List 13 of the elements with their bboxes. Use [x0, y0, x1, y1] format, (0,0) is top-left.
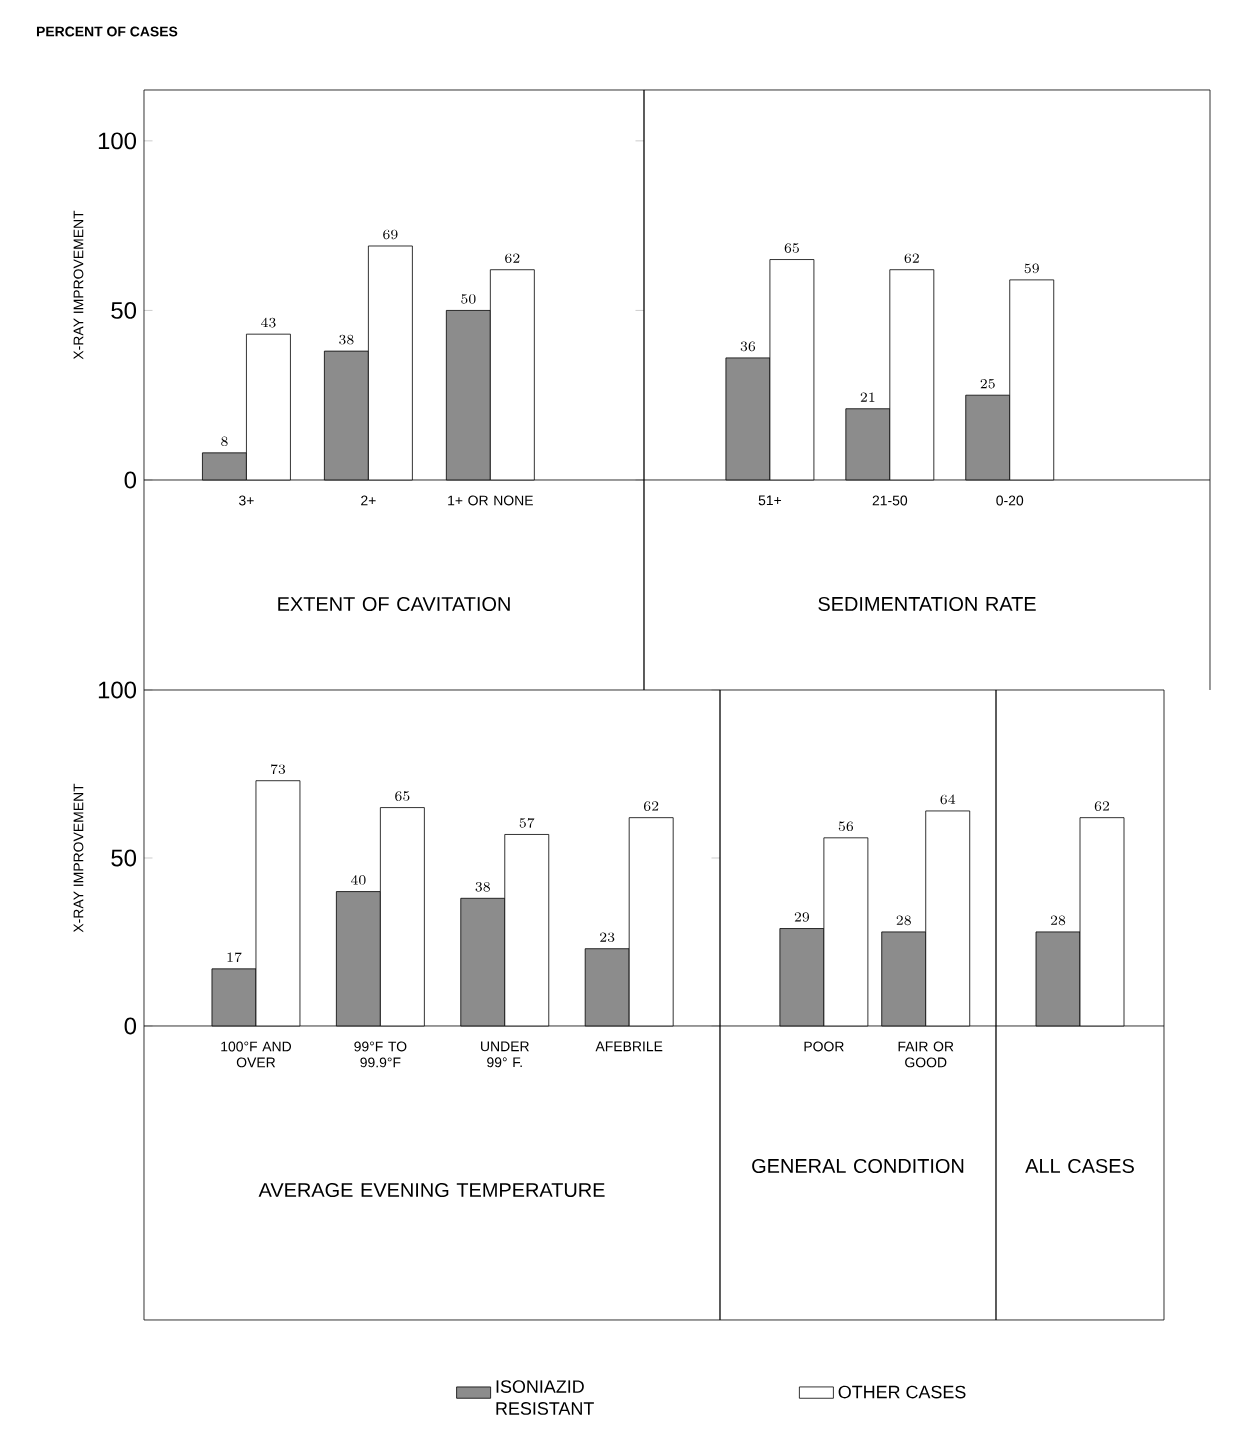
- legend-label: ISONIAZID RESISTANT: [496, 1380, 594, 1415]
- y-tick-label: 0: [124, 1017, 137, 1035]
- x-axis-title: EXTENT OF CAVITATION: [278, 596, 510, 612]
- y-tick-label: 0: [124, 471, 137, 489]
- y-tick-label: 50: [111, 849, 137, 867]
- y-tick-label: 50: [111, 301, 137, 319]
- x-axis-title: SEDIMENTATION RATE: [818, 596, 1036, 612]
- x-axis-title: GENERAL CONDITION: [752, 1158, 964, 1174]
- x-axis-title: AVERAGE EVENING TEMPERATURE: [258, 1182, 605, 1198]
- y-tick-label: 100: [98, 681, 137, 699]
- legend-label: OTHER CASES: [838, 1385, 966, 1399]
- x-axis-title: ALL CASES: [1025, 1158, 1134, 1174]
- y-tick-label: 100: [98, 132, 137, 150]
